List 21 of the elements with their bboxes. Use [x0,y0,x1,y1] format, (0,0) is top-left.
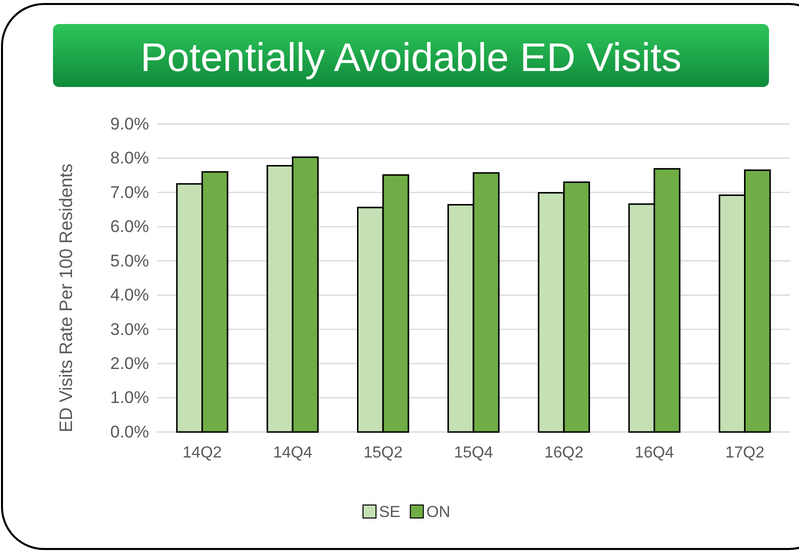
y-tick-label: 3.0% [110,320,149,339]
y-tick-label: 5.0% [110,251,149,270]
y-tick-label: 0.0% [110,422,149,442]
x-tick-label: 16Q2 [544,444,584,462]
x-tick-label: 14Q4 [273,444,312,462]
x-tick-label: 15Q4 [454,444,494,462]
y-tick-label: 4.0% [110,286,149,305]
y-axis-title: ED Visits Rate Per 100 Residents [56,164,76,432]
legend-label: ON [426,504,450,521]
y-tick-label: 9.0% [110,114,149,134]
y-tick-label: 1.0% [110,388,149,408]
y-tick-label: 7.0% [110,182,149,202]
legend-label: SE [379,504,400,521]
y-tick-label: 6.0% [110,217,149,236]
x-tick-label: 14Q2 [182,444,222,462]
x-tick-label: 17Q2 [725,444,764,462]
x-tick-label: 16Q4 [634,444,674,462]
chart-title: Potentially Avoidable ED Visits [140,36,682,80]
x-tick-label: 15Q2 [364,444,403,462]
y-tick-label: 2.0% [110,354,149,373]
y-tick-label: 8.0% [110,148,149,168]
